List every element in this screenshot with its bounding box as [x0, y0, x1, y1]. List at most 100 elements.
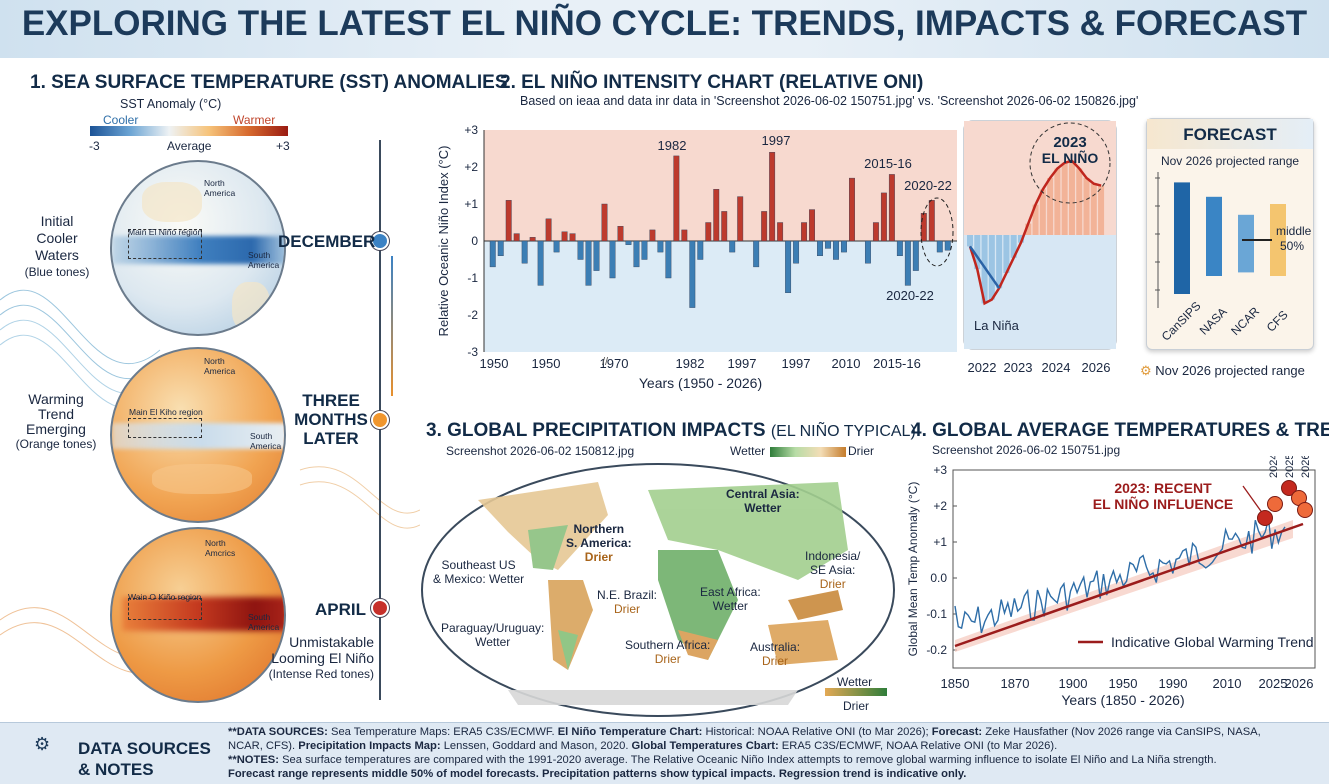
oni-bar — [553, 240, 560, 253]
oni-bar — [537, 240, 544, 286]
stage-2-time-line: THREE — [302, 391, 360, 410]
oni-bar — [633, 240, 640, 268]
stage-2-desc-line: Warming — [28, 391, 84, 407]
timeline-dot-december — [371, 232, 389, 250]
oni-bar — [689, 240, 696, 308]
region-line: Paraguay/Uruguay: — [441, 621, 545, 635]
stage-1-desc-line: Waters — [35, 247, 79, 263]
zoom-annotation: La Niña — [974, 318, 1020, 333]
oni-bar — [513, 233, 520, 242]
oni-y-tick: -1 — [467, 271, 478, 285]
zoom-bar — [1039, 189, 1046, 235]
region-line: Wetter — [744, 501, 782, 515]
zoom-bar — [1032, 204, 1039, 235]
zoom-highlight-circle — [1029, 122, 1111, 204]
globe-3-na-label: North Amcrics — [205, 538, 236, 558]
oni-bar — [577, 240, 584, 260]
temp-x-tick: 1950 — [1109, 676, 1138, 691]
zoom-bar — [1068, 160, 1075, 235]
temp-y-tick: 0.0 — [930, 571, 947, 585]
region-line: N.E. Brazil: — [597, 588, 658, 602]
region-central-asia: Central Asia: Wetter — [726, 487, 800, 515]
oni-annotation: 1982 — [658, 138, 687, 153]
temp-y-tick: -0.2 — [926, 643, 947, 657]
footer-label: DATA SOURCES & NOTES — [78, 738, 211, 780]
globe-three-months — [110, 347, 286, 523]
highlight-circle — [920, 197, 954, 267]
stage-1-desc-line: (Blue tones) — [24, 265, 90, 279]
oni-bar — [681, 229, 688, 242]
oni-bar — [872, 222, 879, 242]
precip-legend-scale — [770, 447, 846, 457]
forecast-caption-text: Nov 2026 projected range — [1155, 363, 1305, 378]
precip-source: Screenshot 2026-06-02 150812.jpg — [446, 444, 635, 458]
footer-notes: **DATA SOURCES: Sea Temperature Maps: ER… — [228, 725, 1323, 781]
notes-text: Precipitation Impacts Map: — [298, 740, 441, 752]
oni-y-tick: +3 — [464, 123, 478, 137]
notes-text: Zeke Hausfather (Nov 2026 range via CanS… — [982, 726, 1261, 738]
zoom-bar — [1054, 168, 1061, 235]
oni-bar — [673, 155, 680, 242]
zoom-title-year: 2023 — [1053, 134, 1086, 151]
negative-region — [484, 241, 957, 352]
oni-bar — [705, 222, 712, 242]
highlight-year-point — [1257, 510, 1273, 526]
zoom-bar — [974, 235, 981, 270]
temps-source: Screenshot 2026-06-02 150751.jpg — [932, 443, 1121, 457]
forecast-category: CFS — [1264, 308, 1291, 335]
notes-text: Sea surface temperatures are compared wi… — [278, 754, 1217, 766]
oni-bar — [801, 222, 808, 242]
forecast-title: FORECAST — [1147, 119, 1313, 149]
globe-1-na-label: North America — [204, 178, 236, 198]
zoom-bar — [1083, 178, 1090, 235]
sst-legend-min: -3 — [89, 139, 100, 153]
oni-bar — [569, 233, 576, 242]
zoom-bar — [1090, 183, 1097, 235]
temp-y-label: Global Mean Temp Anomaly (°C) — [906, 482, 920, 657]
region-ne-brazil: N.E. Brazil: Drier — [597, 588, 657, 616]
stage-3-desc-line: Unmistakable — [289, 634, 374, 650]
temp-x-tick: 2025 — [1259, 676, 1288, 691]
stage-3-time-label: APRIL — [315, 600, 366, 619]
region-line: Drier — [584, 550, 613, 564]
region-line: Northern — [573, 522, 625, 536]
trend-legend-label: Indicative Global Warming Trend — [1111, 634, 1314, 650]
forecast-range-bar — [1206, 196, 1222, 276]
region-line: Drier — [762, 654, 789, 668]
oni-annotation: 2020-22 — [886, 288, 934, 303]
oni-bar — [529, 237, 536, 242]
oni-bar — [609, 240, 616, 279]
region-line: Wetter — [712, 599, 748, 613]
footer — [0, 722, 1329, 784]
zoom-bar — [1017, 235, 1024, 243]
sst-legend-warmer: Warmer — [233, 113, 276, 127]
sst-heading: 1. SEA SURFACE TEMPERATURE (SST) ANOMALI… — [30, 72, 508, 93]
oni-heading: 2. EL NIÑO INTENSITY CHART (RELATIVE ONI… — [500, 72, 924, 93]
sst-color-scale — [90, 126, 288, 136]
footer-notes-line-1: **DATA SOURCES: Sea Temperature Maps: ER… — [228, 725, 1323, 739]
oni-bar — [489, 240, 496, 268]
timeline-dot-three-months — [371, 411, 389, 429]
temp-x-tick: 1990 — [1159, 676, 1188, 691]
oni-bar — [880, 192, 887, 242]
notes-text: **DATA SOURCES: — [228, 726, 328, 738]
oni-bar — [841, 240, 847, 253]
stage-1-desc-line: Cooler — [36, 230, 78, 246]
el-nino-region-box-2 — [128, 418, 202, 438]
zoom-x-tick: 2023 — [1004, 360, 1033, 375]
globe-2-na-label: North America — [204, 356, 236, 376]
notes-text: Sea Temperature Maps: — [327, 726, 454, 738]
globe-3-region-label: Wain O Kiño region — [128, 592, 202, 602]
oni-bar — [753, 240, 760, 268]
oni-bar — [777, 222, 784, 242]
oni-y-tick: -2 — [467, 308, 478, 322]
oni-y-tick: +1 — [464, 197, 478, 211]
oni-y-label: Relative Oceanic Niño Index (°C) — [436, 146, 451, 337]
temp-y-tick: +3 — [933, 463, 947, 477]
region-line: Central Asia: — [726, 487, 800, 501]
oni-bar — [920, 213, 927, 242]
zoom-x-tick: 2026 — [1082, 360, 1111, 375]
forecast-highlight-label: 50% — [1280, 239, 1304, 253]
zoom-x-tick: 2022 — [968, 360, 997, 375]
